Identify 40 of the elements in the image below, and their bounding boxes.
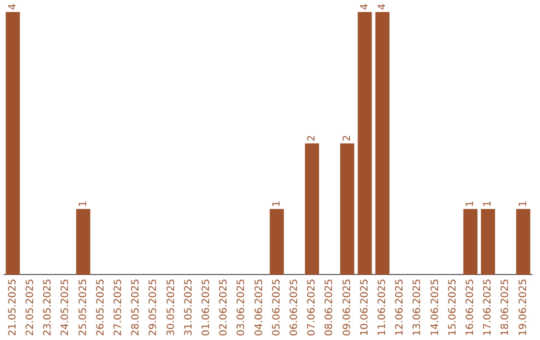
x-tick-label: 22.05.2025: [24, 278, 36, 336]
x-tick-label: 10.06.2025: [359, 278, 370, 336]
data-label: 2: [342, 134, 353, 142]
data-label: 1: [482, 200, 494, 208]
x-tick-label: 31.05.2025: [183, 278, 194, 336]
x-tick-label: 23.05.2025: [42, 278, 54, 336]
x-tick-label: 21.05.2025: [7, 278, 18, 336]
x-tick-label: 14.06.2025: [430, 278, 441, 336]
x-tick-label: 25.05.2025: [78, 278, 89, 336]
data-label: 1: [78, 200, 89, 208]
data-label: 2: [306, 134, 318, 142]
x-tick-label: 07.06.2025: [306, 278, 318, 336]
x-tick-label: 15.06.2025: [447, 278, 458, 336]
x-tick-label: 09.06.2025: [342, 278, 353, 336]
x-tick-label: 19.06.2025: [518, 278, 529, 336]
x-tick-label: 24.05.2025: [60, 278, 72, 336]
x-tick-label: 01.06.2025: [200, 278, 212, 336]
data-label: 1: [271, 200, 282, 208]
data-label: 4: [7, 4, 18, 10]
x-tick-label: 28.05.2025: [130, 278, 142, 336]
data-label: 1: [518, 200, 529, 208]
x-tick-label: 13.06.2025: [412, 278, 424, 336]
x-tick-label: 05.06.2025: [271, 278, 282, 336]
data-label: 4: [376, 4, 388, 10]
x-tick-label: 16.06.2025: [464, 278, 476, 336]
x-tick-label: 02.06.2025: [218, 278, 230, 336]
x-tick-label: 03.06.2025: [236, 278, 248, 336]
x-tick-label: 30.05.2025: [166, 278, 177, 336]
x-tick-label: 04.06.2025: [254, 278, 265, 336]
x-tick-label: 29.05.2025: [148, 278, 160, 336]
x-tick-label: 08.06.2025: [324, 278, 336, 336]
x-tick-label: 27.05.2025: [112, 278, 124, 336]
x-tick-label: 17.06.2025: [482, 278, 494, 336]
x-tick-label: 11.06.2025: [376, 278, 388, 336]
x-tick-label: 12.06.2025: [394, 278, 406, 336]
x-tick-label: 26.05.2025: [95, 278, 106, 336]
data-label: 1: [464, 200, 476, 208]
x-tick-label: 18.06.2025: [500, 278, 512, 336]
x-tick-label: 06.06.2025: [288, 278, 300, 336]
data-label: 4: [359, 4, 370, 10]
